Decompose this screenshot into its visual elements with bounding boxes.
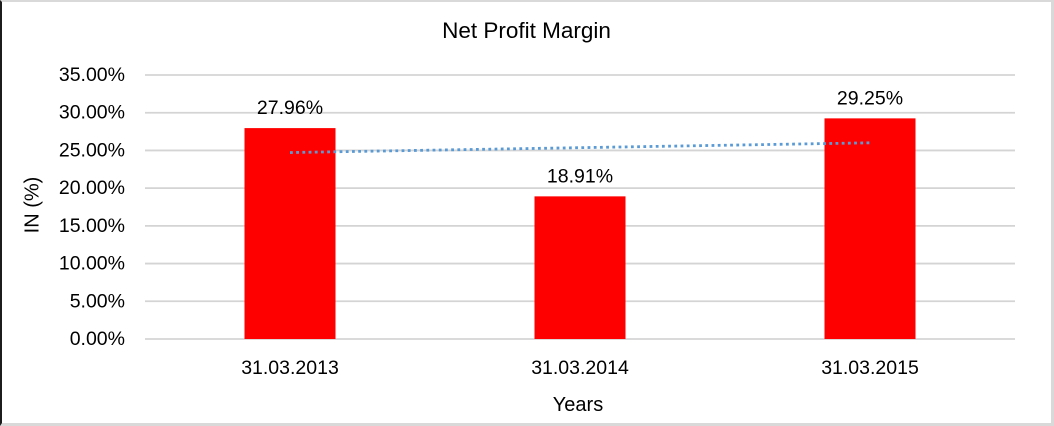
- ytick-label: 30.00%: [59, 102, 125, 124]
- xtick-label: 31.03.2013: [241, 357, 339, 379]
- chart-title: Net Profit Margin: [442, 18, 611, 43]
- ytick-label: 0.00%: [70, 328, 125, 350]
- x-axis-title: Years: [552, 394, 604, 416]
- bar-value-label: 18.91%: [547, 165, 613, 187]
- ytick-label: 35.00%: [59, 64, 125, 86]
- ytick-label: 5.00%: [70, 290, 125, 312]
- bar: [244, 128, 336, 339]
- bar: [534, 196, 626, 339]
- xtick-label: 31.03.2015: [821, 357, 919, 379]
- ytick-label: 15.00%: [59, 215, 125, 237]
- bar-value-label: 27.96%: [257, 97, 323, 119]
- bar-value-label: 29.25%: [837, 87, 903, 109]
- bar: [824, 118, 916, 339]
- ytick-label: 10.00%: [59, 253, 125, 275]
- ytick-label: 20.00%: [59, 177, 125, 199]
- ytick-label: 25.00%: [59, 139, 125, 161]
- xtick-label: 31.03.2014: [531, 357, 629, 379]
